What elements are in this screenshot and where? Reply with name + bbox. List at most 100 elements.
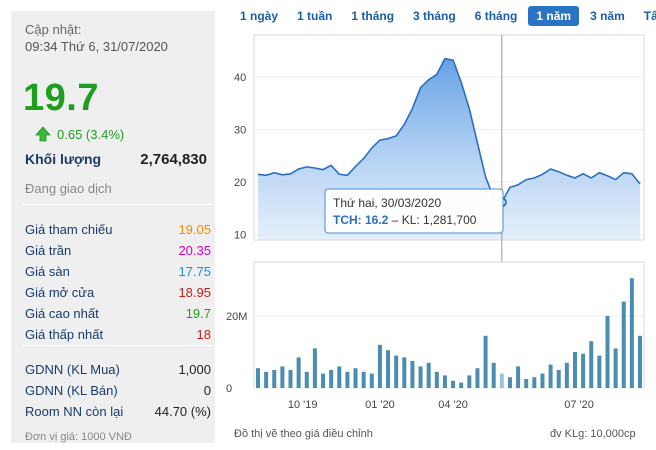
x-tick-label: 07 '20: [564, 399, 594, 411]
price-tick-label: 10: [234, 230, 246, 242]
volume-bar: [304, 371, 309, 388]
volume-bar: [353, 368, 358, 388]
volume-bar: [296, 357, 301, 388]
range-button-1w[interactable]: 1 tuần: [297, 9, 333, 23]
tooltip: Thứ hai, 30/03/2020 TCH: 16.2 – KL: 1,28…: [324, 188, 504, 234]
volume-bar: [589, 341, 594, 388]
range-button-6m[interactable]: 6 tháng: [474, 9, 518, 23]
stat-value: 19.7: [185, 306, 211, 321]
volume-bar: [597, 355, 602, 388]
foreign-trading-stats: GDNN (KL Mua) 1,000 GDNN (KL Bán) 0 Room…: [25, 359, 211, 422]
volume-bar: [288, 370, 293, 388]
volume-bar: [337, 366, 342, 388]
stat-row-low: Giá thấp nhất 18: [25, 324, 211, 345]
range-button-all[interactable]: Tất cả: [643, 9, 656, 23]
volume-bar: [442, 375, 447, 388]
x-tick-label: 01 '20: [365, 399, 395, 411]
volume-bar: [459, 382, 464, 388]
volume-bar: [264, 371, 269, 388]
stat-row-high: Giá cao nhất 19.7: [25, 303, 211, 324]
volume-bar: [540, 373, 545, 388]
stat-label: Room NN còn lại: [25, 404, 124, 419]
update-label: Cập nhật:: [25, 22, 82, 37]
tooltip-date: Thứ hai, 30/03/2020: [333, 196, 441, 210]
volume-bar: [629, 278, 634, 388]
stat-row-foreign-buy: GDNN (KL Mua) 1,000: [25, 359, 211, 380]
volume-bar: [361, 371, 366, 388]
range-button-1d[interactable]: 1 ngày: [240, 9, 279, 23]
stat-row-ceiling: Giá trần 20.35: [25, 240, 211, 261]
volume-bar: [272, 370, 277, 388]
volume-bar: [483, 335, 488, 388]
price-line: [257, 57, 641, 204]
price-tick-label: 20: [234, 177, 246, 189]
volume-bar: [321, 373, 326, 388]
volume-bar: [499, 373, 504, 388]
volume-bar: [638, 335, 642, 388]
volume-bar: [516, 366, 521, 388]
stat-label: Giá cao nhất: [25, 306, 99, 321]
price-change-value: 0.65 (3.4%): [57, 126, 125, 142]
divider: [22, 345, 212, 346]
volume-bar: [605, 316, 610, 388]
tooltip-volume: – KL: 1,281,700: [388, 213, 476, 227]
volume-bar: [467, 375, 472, 388]
volume-bar: [581, 353, 586, 388]
stat-label: Giá trần: [25, 243, 72, 258]
stat-row-floor: Giá sàn 17.75: [25, 261, 211, 282]
divider: [22, 204, 212, 205]
stat-value: 19.05: [178, 222, 211, 237]
stat-label: GDNN (KL Bán): [25, 383, 118, 398]
volume-bar: [507, 377, 512, 388]
volume-bar: [572, 352, 577, 388]
volume-bar: [564, 362, 569, 388]
range-button-3m[interactable]: 3 tháng: [413, 9, 456, 23]
volume-bar: [621, 301, 626, 388]
price-tick-label: 40: [234, 72, 246, 84]
range-button-1y[interactable]: 1 năm: [528, 6, 580, 26]
volume-bar: [434, 371, 439, 388]
volume-label: Khối lượng: [25, 151, 102, 167]
stat-value: 18.95: [178, 285, 211, 300]
stat-label: GDNN (KL Mua): [25, 362, 120, 377]
footer-volume-unit: đv KLg: 10,000cp: [550, 428, 636, 440]
stat-value: 17.75: [178, 264, 211, 279]
range-button-1m[interactable]: 1 tháng: [351, 9, 395, 23]
stat-row-foreign-room: Room NN còn lại 44.70 (%): [25, 401, 211, 422]
footer-note-adjusted: Đồ thị vẽ theo giá điều chỉnh: [234, 428, 373, 440]
volume-bar: [418, 366, 423, 388]
volume-bar: [377, 344, 382, 388]
tooltip-box: [324, 188, 504, 234]
volume-bar: [491, 362, 496, 388]
volume-bar: [369, 373, 374, 388]
volume-bar: [475, 368, 480, 388]
volume-value: 2,764,830: [140, 151, 207, 168]
volume-bar: [394, 355, 399, 388]
volume-bar: [451, 380, 456, 388]
stat-value: 20.35: [178, 243, 211, 258]
x-tick-label: 10 '19: [288, 399, 318, 411]
stat-row-foreign-sell: GDNN (KL Bán) 0: [25, 380, 211, 401]
stat-value: 1,000: [178, 362, 211, 377]
volume-bar: [345, 371, 350, 388]
tooltip-values: TCH: 16.2 – KL: 1,281,700: [333, 213, 477, 227]
volume-bar: [532, 377, 537, 388]
volume-bar: [613, 348, 618, 388]
x-axis: 10 '19 01 '20 04 '20 07 '20: [288, 399, 594, 411]
stat-value: 18: [196, 327, 211, 342]
volume-bar: [386, 350, 391, 388]
price-tick-label: 30: [234, 125, 246, 137]
volume-bar: [410, 361, 415, 388]
volume-chart: 0 20M: [226, 261, 645, 395]
stat-label: Giá sàn: [25, 264, 70, 279]
price-stats: Giá tham chiếu 19.05 Giá trần 20.35 Giá …: [25, 219, 211, 345]
x-tick-label: 04 '20: [438, 399, 468, 411]
stat-label: Giá tham chiếu: [25, 222, 113, 237]
stock-info-panel: Cập nhật: 09:34 Thứ 6, 31/07/2020 19.7 0…: [11, 11, 215, 443]
volume-bar: [548, 364, 553, 388]
range-button-3y[interactable]: 3 năm: [590, 9, 625, 23]
stat-value: 0: [203, 383, 211, 398]
stat-value: 44.70 (%): [154, 404, 211, 419]
price-unit-note: Đơn vị giá: 1000 VNĐ: [25, 431, 132, 443]
